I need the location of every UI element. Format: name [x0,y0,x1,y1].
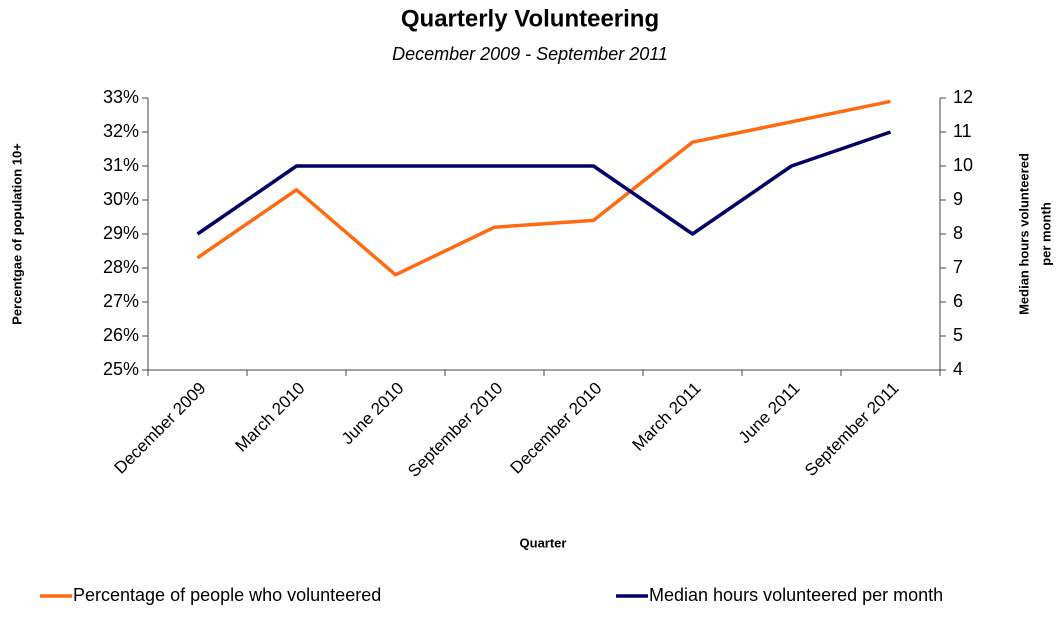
x-tick-label: March 2011 [628,379,704,455]
y2-tick-label: 11 [953,121,972,141]
y-axis-label: Percentgae of population 10+ [9,143,24,325]
line [196,130,892,236]
y2-tick-label: 9 [953,189,963,209]
legend-label: Percentage of people who volunteered [73,585,381,605]
y-tick-label: 30% [103,189,139,209]
y-tick-label: 33% [103,87,139,107]
chart-subtitle: December 2009 - September 2011 [392,44,668,64]
y-tick-label: 25% [103,359,139,379]
x-axis-label: Quarter [520,535,567,550]
y2-tick-label: 6 [953,291,963,311]
x-tick-label: June 2011 [735,379,804,448]
x-tick-label: June 2010 [338,379,408,449]
y2-axis-label: Median hours volunteered [1016,153,1031,315]
y2-tick-label: 10 [953,155,973,175]
x-tick-label: September 2010 [404,379,506,481]
legend-label: Median hours volunteered per month [649,585,943,605]
y-tick-label: 29% [103,223,139,243]
x-tick-label: December 2010 [507,379,606,478]
y2-tick-label: 7 [953,257,963,277]
y2-tick-label: 5 [953,325,963,345]
x-tick-label: December 2009 [111,379,210,478]
y-tick-label: 32% [103,121,139,141]
y-tick-label: 26% [103,325,139,345]
x-tick-label: September 2011 [801,379,902,480]
x-tick-label: March 2010 [232,379,309,456]
y2-tick-label: 8 [953,223,963,243]
y2-tick-label: 12 [953,87,973,107]
y2-tick-label: 4 [953,359,963,379]
y-tick-label: 28% [103,257,139,277]
line [196,99,891,277]
y-tick-label: 27% [103,291,139,311]
y-tick-label: 31% [103,155,139,175]
y2-axis-label: per month [1038,202,1053,266]
chart-title: Quarterly Volunteering [401,5,659,32]
